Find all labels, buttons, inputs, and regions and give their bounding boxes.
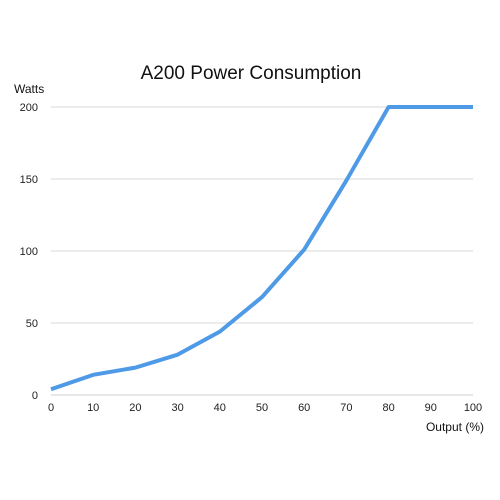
data-series [50,105,474,392]
x-axis-label: Output (%) [426,420,484,434]
x-tick-label: 100 [464,402,482,414]
x-tick-label: 10 [87,402,99,414]
x-tick-label: 30 [171,402,183,414]
x-tick-label: 50 [256,402,268,414]
tick-labels: 0 50 100 150 200 0 10 20 30 40 50 60 70 80 90 100 [20,102,483,414]
y-tick-label: 0 [32,390,38,402]
x-tick-label: 80 [382,402,394,414]
y-tick-label: 50 [26,318,38,330]
y-axis-label: Watts [14,82,44,96]
y-tick-label: 200 [20,102,38,114]
x-tick-label: 90 [425,402,437,414]
series-line [50,105,473,392]
x-tick-label: 60 [298,402,310,414]
x-tick-label: 20 [129,402,141,414]
y-tick-label: 100 [20,246,38,258]
x-tick-label: 70 [340,402,352,414]
grid-lines [51,106,473,324]
y-tick-label: 150 [20,174,38,186]
chart-title: A200 Power Consumption [141,63,362,84]
x-tick-label: 40 [214,402,226,414]
x-tick-label: 0 [48,402,54,414]
